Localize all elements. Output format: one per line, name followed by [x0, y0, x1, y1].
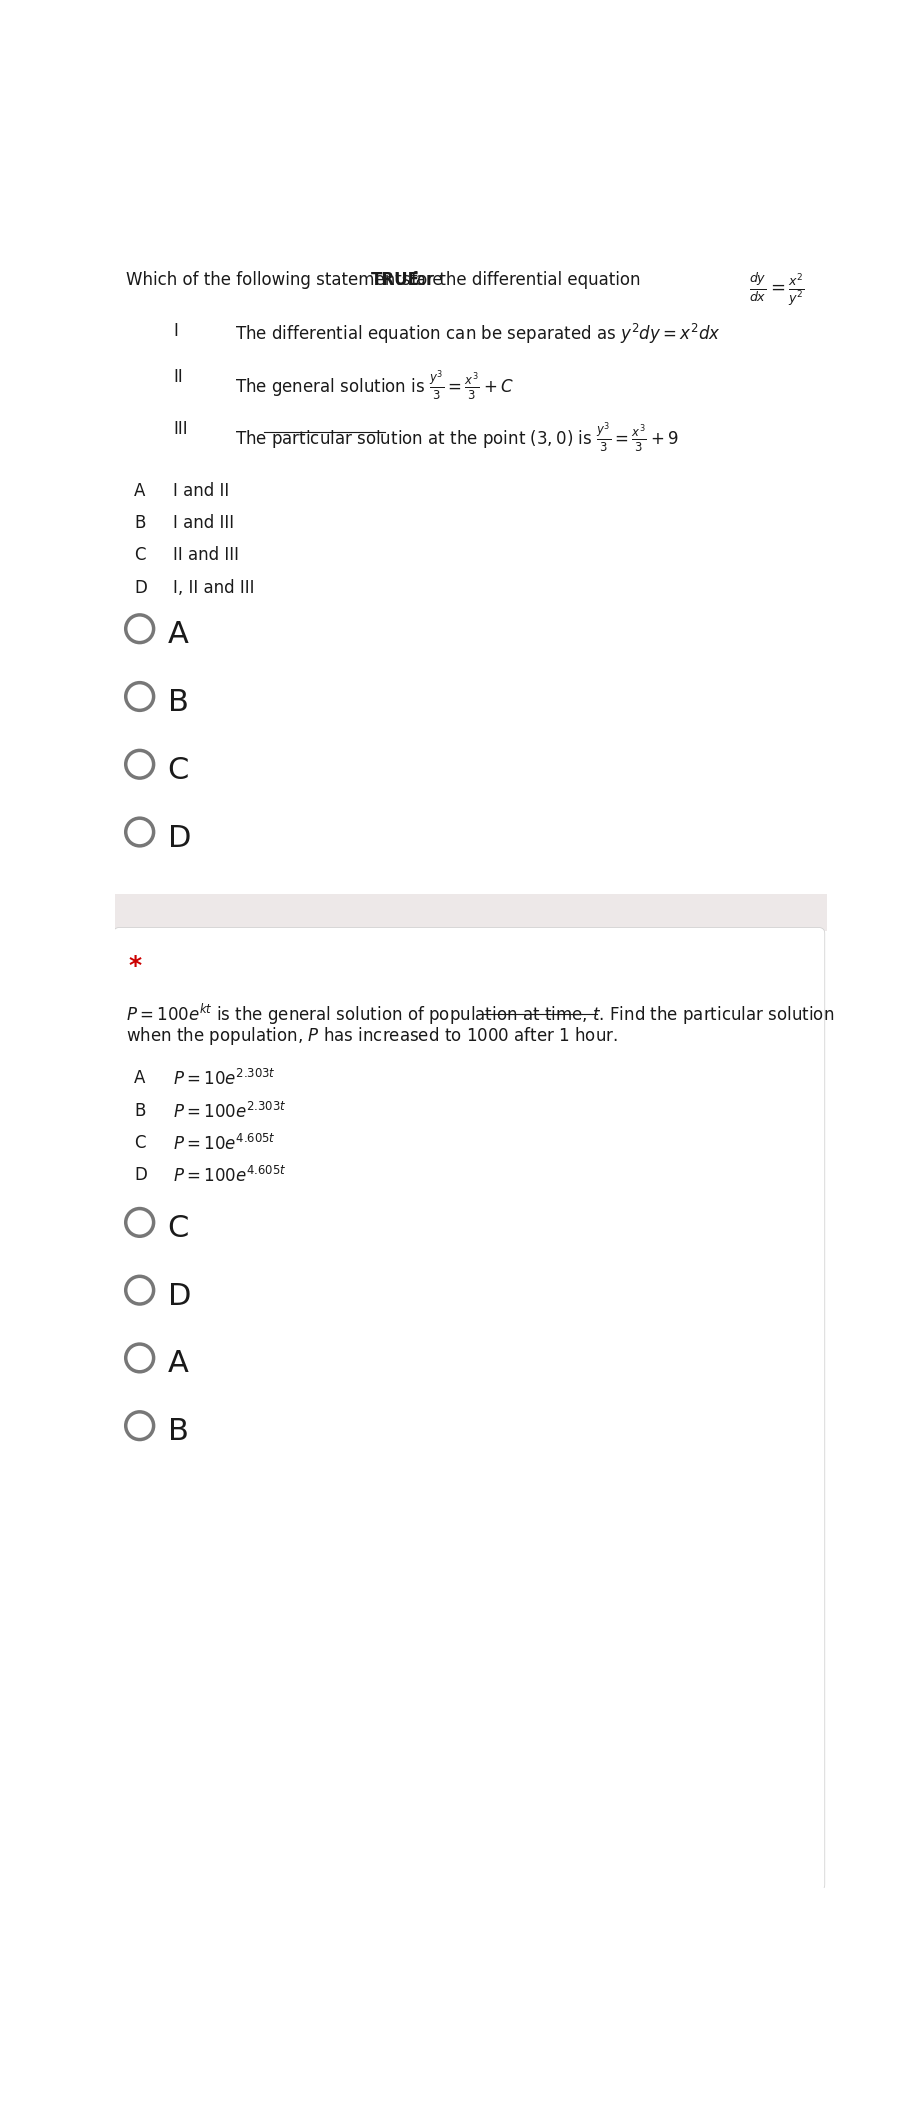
Text: A: A — [134, 1069, 145, 1088]
Text: $P = 100e^{2.303t}$: $P = 100e^{2.303t}$ — [173, 1101, 287, 1122]
FancyBboxPatch shape — [115, 893, 827, 931]
Text: $P = 10e^{2.303t}$: $P = 10e^{2.303t}$ — [173, 1069, 276, 1090]
Text: D: D — [167, 1281, 191, 1311]
Text: A: A — [167, 1349, 188, 1379]
Text: A: A — [134, 481, 145, 501]
Text: III: III — [173, 420, 187, 439]
Text: I and III: I and III — [173, 513, 234, 532]
Text: B: B — [134, 1101, 145, 1120]
Text: C: C — [167, 1213, 189, 1243]
Text: B: B — [134, 513, 145, 532]
Text: I, II and III: I, II and III — [173, 579, 255, 596]
Text: for the differential equation: for the differential equation — [405, 271, 640, 288]
Text: The general solution is $\frac{y^3}{3} = \frac{x^3}{3} + C$: The general solution is $\frac{y^3}{3} =… — [235, 369, 514, 403]
Text: B: B — [167, 1417, 188, 1447]
Text: B: B — [167, 687, 188, 717]
Text: $P = 100e^{4.605t}$: $P = 100e^{4.605t}$ — [173, 1167, 287, 1186]
Text: A: A — [167, 619, 188, 649]
Text: when the population, $P$ has increased to 1000 after 1 hour.: when the population, $P$ has increased t… — [127, 1024, 618, 1046]
Text: *: * — [129, 954, 142, 978]
Text: $P = 10e^{4.605t}$: $P = 10e^{4.605t}$ — [173, 1135, 276, 1154]
Text: Which of the following statements are: Which of the following statements are — [127, 271, 448, 288]
Text: C: C — [167, 755, 189, 785]
Text: The differential equation can be separated as $y^2dy = x^2dx$: The differential equation can be separat… — [235, 322, 720, 346]
Text: C: C — [134, 547, 146, 564]
Text: $P = 100e^{kt}$ is the general solution of population at time, $t$. Find the par: $P = 100e^{kt}$ is the general solution … — [127, 1001, 834, 1027]
Text: I: I — [173, 322, 178, 339]
Text: C: C — [134, 1135, 146, 1152]
Text: I and II: I and II — [173, 481, 229, 501]
Text: D: D — [167, 823, 191, 853]
Text: II: II — [173, 369, 183, 386]
Text: II and III: II and III — [173, 547, 239, 564]
FancyBboxPatch shape — [113, 927, 824, 1890]
Text: D: D — [134, 579, 147, 596]
Text: D: D — [134, 1167, 147, 1184]
Text: $\frac{dy}{dx} = \frac{x^2}{y^2}$: $\frac{dy}{dx} = \frac{x^2}{y^2}$ — [749, 271, 805, 308]
Text: The particular solution at the point $(3, 0)$ is $\frac{y^3}{3} = \frac{x^3}{3} : The particular solution at the point $(3… — [235, 420, 679, 454]
Text: TRUE: TRUE — [370, 271, 420, 288]
